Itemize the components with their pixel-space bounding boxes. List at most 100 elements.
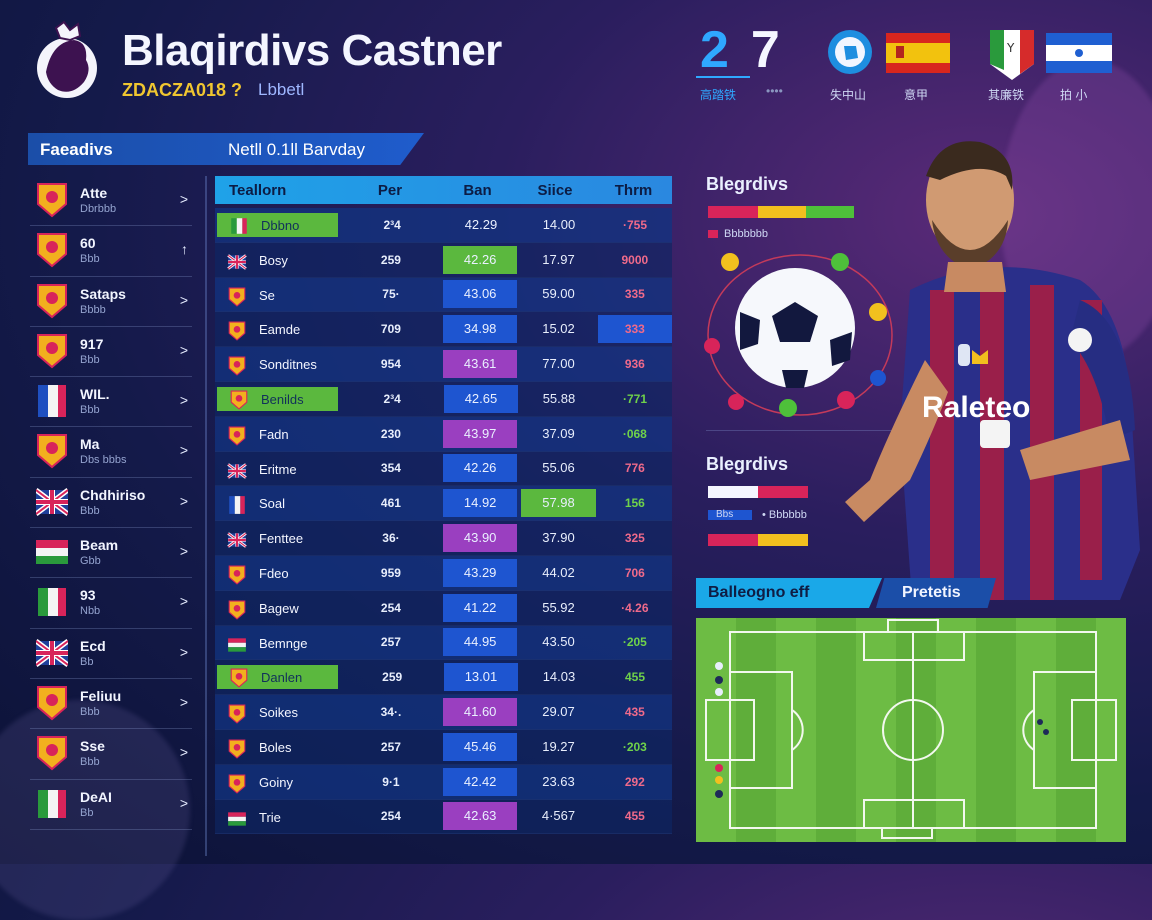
stats-table: Teallorn Per Ban Siice Thrm Dbbno 2³4 42.2… [215, 176, 673, 835]
table-row[interactable]: Eritme 354 42.26 55.06 776 [215, 451, 672, 487]
chevron-right-icon[interactable]: > [179, 794, 188, 811]
table-row[interactable]: Goiny 9·1 42.42 23.63 292 [215, 764, 672, 800]
col-header-ban[interactable]: Ban [463, 181, 492, 199]
cell-siice: 37.09 [542, 425, 575, 441]
cell-siice: 44.02 [542, 564, 575, 580]
team-list-item[interactable]: Chdhiriso Bbb > [30, 478, 192, 529]
color-bar-yellow [758, 206, 806, 218]
table-row[interactable]: Soal 461 14.92 57.98 156 [215, 486, 672, 522]
table-row[interactable]: Boles 257 45.46 19.27 ·203 [215, 729, 672, 765]
chevron-right-icon[interactable]: > [179, 492, 188, 509]
chevron-right-icon[interactable]: > [179, 291, 188, 308]
chevron-right-icon[interactable]: > [179, 191, 188, 207]
col-header-team[interactable]: Teallorn [229, 181, 287, 199]
team-name: 60 [80, 235, 96, 252]
tab-predictions[interactable]: Pretetis [876, 578, 996, 608]
table-row[interactable]: Bemnge 257 44.95 43.50 ·205 [215, 625, 672, 661]
team-list-item[interactable]: Ma Dbs bbbs > [30, 427, 192, 478]
team-list-item[interactable]: Beam Gbb > [30, 528, 192, 579]
table-row[interactable]: Trie 254 42.63 4·567 455 [215, 799, 672, 835]
team-flag-icon [36, 534, 68, 570]
table-row[interactable]: Fadn 230 43.97 37.09 ·068 [215, 416, 672, 452]
chevron-right-icon[interactable]: > [179, 543, 188, 560]
team-sub: Bbb [80, 404, 100, 417]
table-row[interactable]: Dbbno 2³4 42.29 14.00 ·755 [215, 208, 672, 243]
col-header-thrm[interactable]: Thrm [614, 181, 653, 199]
cell-siice: 57.98 [521, 489, 596, 518]
chevron-right-icon[interactable]: > [179, 744, 188, 761]
chevron-right-icon[interactable]: > [179, 643, 188, 660]
team-list-item[interactable]: WIL. Bbb > [30, 377, 192, 428]
cell-per: 75· [382, 287, 400, 302]
team-list-item[interactable]: Sataps Bbbb > [30, 277, 192, 327]
app-title: Blaqirdivs Castner [122, 26, 502, 75]
team-sub: Bb [80, 806, 94, 819]
color-bar-red-2 [758, 486, 808, 498]
row-flag-icon [227, 461, 247, 479]
cell-siice: 14.03 [542, 669, 576, 685]
team-name: Ecd [80, 637, 106, 654]
team-list-item[interactable]: 93 Nbb > [30, 578, 192, 629]
team-list-item[interactable]: DeAI Bb > [30, 780, 192, 830]
cell-team: Soikes [215, 695, 339, 729]
cell-team-name: Dbbno [261, 217, 300, 233]
cell-thrm: 936 [624, 357, 645, 372]
row-flag-icon [227, 252, 247, 270]
cell-thrm: 335 [624, 287, 645, 302]
legend-swatch-blue [708, 510, 752, 520]
row-flag-icon [227, 530, 247, 548]
table-row[interactable]: Se 75· 43.06 59.00 335 [215, 277, 672, 313]
team-list-item[interactable]: 60 Bbb ↑ [30, 226, 192, 277]
italy-shield-icon[interactable]: Y [990, 30, 1034, 80]
blue-white-flag-icon[interactable] [1046, 33, 1112, 73]
football-pitch[interactable] [696, 618, 1126, 842]
chevron-right-icon[interactable]: > [179, 442, 188, 459]
row-flag-icon [229, 668, 249, 688]
cell-per: 709 [380, 322, 401, 337]
team-list-item[interactable]: Feliuu Bbb > [30, 679, 192, 730]
cell-siice: 43.50 [542, 634, 575, 650]
chevron-right-icon[interactable]: > [179, 341, 188, 358]
cell-team-name: Soikes [259, 705, 299, 721]
table-row[interactable]: Danlen 259 13.01 14.03 455 [215, 660, 672, 696]
cell-siice: 37.90 [542, 530, 575, 546]
spain-flag-icon[interactable] [886, 33, 950, 73]
cell-thrm: ·205 [622, 635, 647, 650]
table-row[interactable]: Soikes 34·. 41.60 29.07 435 [215, 695, 672, 730]
col-header-siice[interactable]: Siice [537, 181, 573, 199]
cell-team: Fenttee [215, 521, 339, 555]
team-name: Atte [80, 185, 108, 201]
cell-siice: 17.97 [542, 251, 575, 267]
team-list-item[interactable]: 917 Bbb > [30, 327, 192, 378]
team-sub: Bbb [80, 756, 100, 769]
team-list-item[interactable]: Ecd Bb > [30, 629, 192, 679]
table-row[interactable]: Fenttee 36· 43.90 37.90 325 [215, 521, 672, 556]
cell-per: 257 [380, 635, 401, 650]
chevron-right-icon[interactable]: > [179, 693, 188, 710]
cell-siice: 29.07 [542, 704, 575, 720]
chevron-right-icon[interactable]: ↑ [181, 241, 188, 258]
cell-team: Bagew [215, 591, 339, 625]
team-name: WIL. [80, 386, 110, 403]
cell-team-name: Bosy [259, 252, 288, 268]
table-row[interactable]: Eamde 709 34.98 15.02 333 [215, 312, 673, 348]
cell-ban: 42.29 [464, 216, 498, 232]
table-row[interactable]: Fdeo 959 43.29 44.02 706 [215, 555, 672, 591]
team-list-item[interactable]: Sse Bbb > [30, 729, 192, 780]
tab-lineup[interactable]: Balleogno eff [696, 578, 882, 608]
table-row[interactable]: Bosy 259 42.26 17.97 9000 [215, 242, 672, 278]
cell-team: Eritme [215, 452, 339, 486]
cell-ban: 42.26 [442, 245, 518, 274]
table-row[interactable]: Bagew 254 41.22 55.92 ·4.26 [215, 590, 672, 626]
team-list-item[interactable]: Atte Dbrbbb > [30, 176, 192, 227]
table-row[interactable]: Benilds 2³4 42.65 55.88 ·771 [215, 381, 672, 417]
chevron-right-icon[interactable]: > [179, 392, 188, 409]
ball-badge-icon[interactable] [826, 28, 874, 76]
team-sub: Dbs bbbs [80, 454, 127, 467]
cell-thrm: 776 [624, 461, 645, 476]
cell-per: 259 [382, 670, 403, 685]
col-header-per[interactable]: Per [377, 181, 403, 199]
table-row[interactable]: Sonditnes 954 43.61 77.00 936 [215, 347, 672, 382]
chevron-right-icon[interactable]: > [179, 593, 188, 610]
